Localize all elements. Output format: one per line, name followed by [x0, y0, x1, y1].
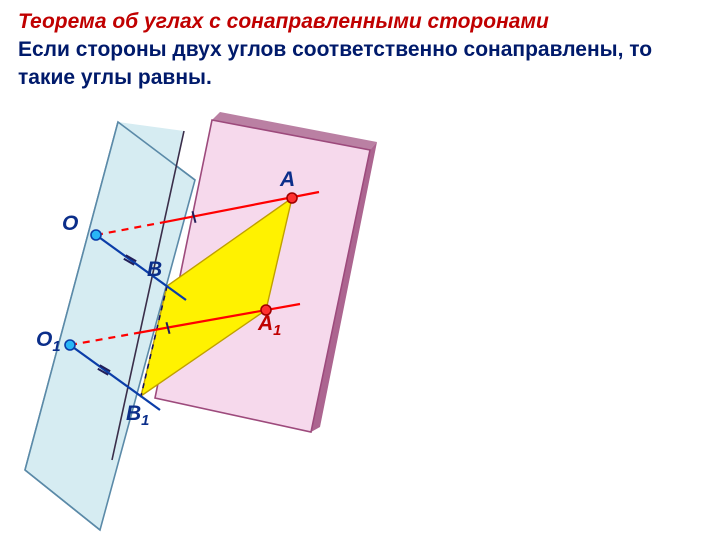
- label-B1: B1: [126, 402, 149, 429]
- label-O: O: [62, 212, 78, 236]
- label-O1: O1: [36, 328, 61, 355]
- label-A1: A1: [258, 312, 281, 339]
- label-B: B: [147, 258, 162, 282]
- geometry-diagram: [0, 0, 720, 540]
- label-A: A: [280, 168, 295, 192]
